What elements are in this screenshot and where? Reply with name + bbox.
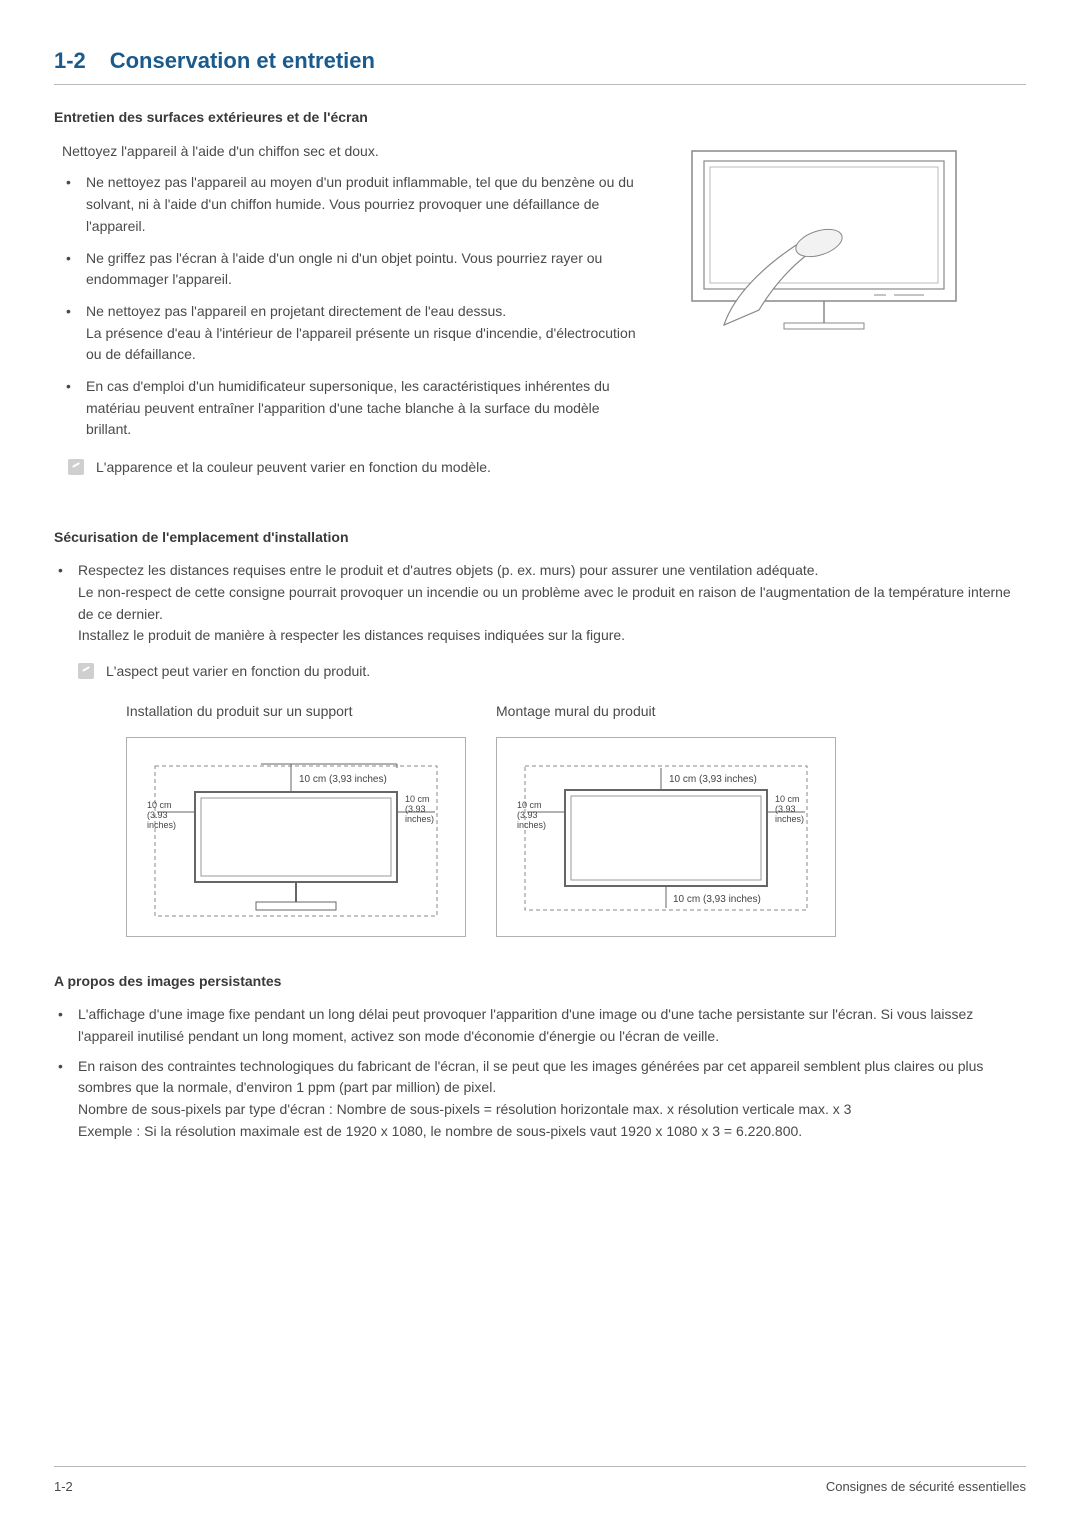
list-item: Respectez les distances requises entre l… <box>54 560 1026 936</box>
diagram1-frame: 10 cm (3,93 inches) 10 cm (3.93 inches) … <box>126 737 466 937</box>
list-item: Ne nettoyez pas l'appareil au moyen d'un… <box>62 172 644 237</box>
section-title: Conservation et entretien <box>110 48 375 73</box>
section1-intro: Nettoyez l'appareil à l'aide d'un chiffo… <box>62 141 644 163</box>
page-footer: 1-2 Consignes de sécurité essentielles <box>54 1466 1026 1497</box>
section2-note: L'aspect peut varier en fonction du prod… <box>78 661 1026 683</box>
para: Installez le produit de manière à respec… <box>78 627 625 643</box>
clearance-label: 10 cm <box>775 794 800 804</box>
footer-left: 1-2 <box>54 1477 73 1497</box>
section3-bullets: L'affichage d'une image fixe pendant un … <box>54 1004 1026 1142</box>
clearance-label: 10 cm <box>517 800 542 810</box>
clearance-label: inches) <box>405 814 434 824</box>
note-icon <box>78 663 94 679</box>
diagram1-svg: 10 cm (3,93 inches) 10 cm (3.93 inches) … <box>141 752 451 922</box>
clearance-label: 10 cm (3,93 inches) <box>299 774 387 785</box>
diagram1-caption: Installation du produit sur un support <box>126 701 466 723</box>
clearance-label: 10 cm (3,93 inches) <box>669 774 757 785</box>
sub-heading-2: Sécurisation de l'emplacement d'installa… <box>54 527 1026 549</box>
footer-right: Consignes de sécurité essentielles <box>826 1477 1026 1497</box>
clearance-label: inches) <box>147 820 176 830</box>
section-images-persistantes: A propos des images persistantes L'affic… <box>54 971 1026 1143</box>
clearance-label: inches) <box>775 814 804 824</box>
section-header: 1-2 Conservation et entretien <box>54 44 1026 85</box>
list-item: L'affichage d'une image fixe pendant un … <box>54 1004 1026 1047</box>
section1-note: L'apparence et la couleur peuvent varier… <box>68 457 644 479</box>
clearance-label: (3.93 <box>147 810 168 820</box>
section-number: 1-2 <box>54 48 86 73</box>
list-item: Ne nettoyez pas l'appareil en projetant … <box>62 301 644 366</box>
para: Respectez les distances requises entre l… <box>78 562 818 578</box>
clearance-label: (3.93 <box>775 804 796 814</box>
monitor-cleaning-svg <box>674 145 974 335</box>
diagram-stand: Installation du produit sur un support <box>126 701 466 937</box>
list-item: En raison des contraintes technologiques… <box>54 1056 1026 1143</box>
diagram2-caption: Montage mural du produit <box>496 701 836 723</box>
clearance-label: 10 cm <box>405 794 430 804</box>
para: Le non-respect de cette consigne pourrai… <box>78 584 1011 622</box>
diagram-wall: Montage mural du produit 10 cm (3,93 inc… <box>496 701 836 937</box>
sub-heading-3: A propos des images persistantes <box>54 971 1026 993</box>
diagram2-frame: 10 cm (3,93 inches) 10 cm (3.93 inches) … <box>496 737 836 937</box>
diagram2-svg: 10 cm (3,93 inches) 10 cm (3.93 inches) … <box>511 752 821 922</box>
clearance-label: 10 cm (3,93 inches) <box>673 894 761 905</box>
clearance-label: (3.93 <box>405 804 426 814</box>
sub-heading-1: Entretien des surfaces extérieures et de… <box>54 107 1026 129</box>
clearance-label: (3.93 <box>517 810 538 820</box>
list-item: En cas d'emploi d'un humidificateur supe… <box>62 376 644 441</box>
clearance-label: inches) <box>517 820 546 830</box>
section1-bullets: Ne nettoyez pas l'appareil au moyen d'un… <box>62 172 644 441</box>
clearance-label: 10 cm <box>147 800 172 810</box>
list-item: Ne griffez pas l'écran à l'aide d'un ong… <box>62 248 644 291</box>
monitor-illustration <box>674 141 1026 479</box>
note-text: L'apparence et la couleur peuvent varier… <box>96 457 491 479</box>
note-text: L'aspect peut varier en fonction du prod… <box>106 661 370 683</box>
section-entretien: Entretien des surfaces extérieures et de… <box>54 107 1026 479</box>
clearance-diagrams: Installation du produit sur un support <box>126 701 1026 937</box>
section2-bullets: Respectez les distances requises entre l… <box>54 560 1026 936</box>
section-securisation: Sécurisation de l'emplacement d'installa… <box>54 527 1026 937</box>
note-icon <box>68 459 84 475</box>
section1-text-column: Nettoyez l'appareil à l'aide d'un chiffo… <box>54 141 644 479</box>
